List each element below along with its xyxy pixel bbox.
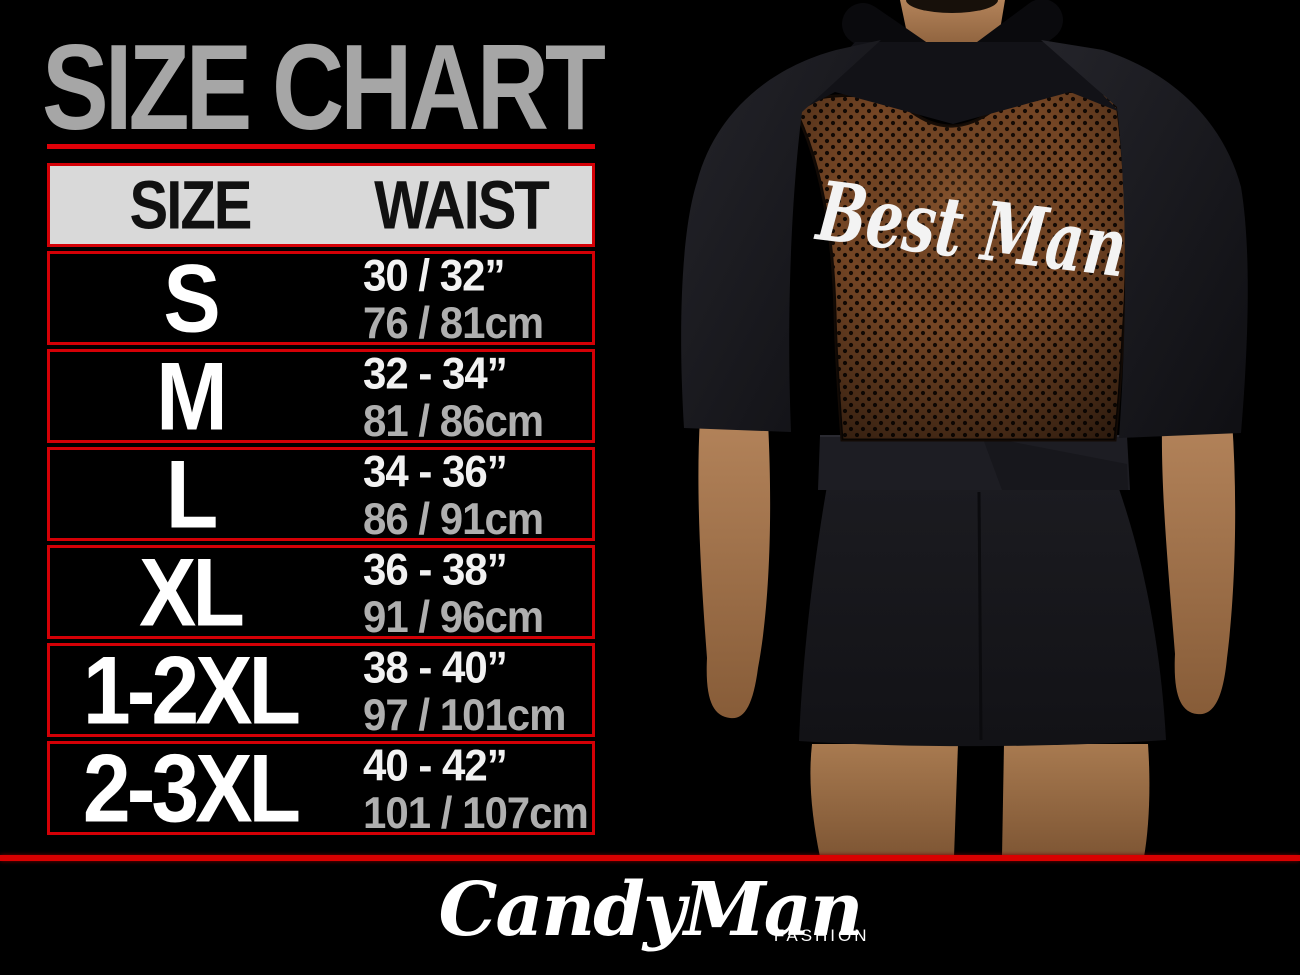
table-row: 2-3XL 40 - 42” 101 / 107cm [47, 735, 595, 843]
left-sleeve [681, 40, 881, 432]
shoulder-yoke [790, 42, 1120, 124]
size-value: 2-3XL [82, 735, 301, 843]
size-value: XL [139, 539, 245, 647]
column-header-size: SIZE [129, 166, 253, 244]
waist-inches: 38 - 40” [363, 642, 508, 693]
waist-centimeters: 91 / 96cm [363, 591, 544, 642]
waist-value: 40 - 42” 101 / 107cm [330, 742, 592, 837]
waist-inches: 30 / 32” [363, 250, 505, 301]
right-sleeve [1041, 40, 1248, 438]
right-thigh [1002, 744, 1150, 857]
model-illustration: Best Man [650, 0, 1300, 857]
belt-fold [982, 436, 1128, 490]
waist-inches: 36 - 38” [363, 544, 508, 595]
table-header-row: SIZE WAIST [47, 163, 595, 247]
table-row: 1-2XL 38 - 40” 97 / 101cm [47, 637, 595, 745]
size-value: L [165, 441, 219, 549]
size-value: S [163, 245, 220, 353]
table-row: M 32 - 34” 81 / 86cm [47, 343, 595, 451]
waist-centimeters: 81 / 86cm [363, 395, 544, 446]
waist-value: 30 / 32” 76 / 81cm [330, 252, 592, 347]
waist-value: 36 - 38” 91 / 96cm [330, 546, 592, 641]
brand-tagline: FASHION [773, 926, 870, 945]
right-forearm [1161, 420, 1236, 715]
size-value: 1-2XL [82, 637, 301, 745]
left-thigh [810, 744, 958, 857]
waist-centimeters: 76 / 81cm [363, 297, 544, 348]
mesh-shading [792, 91, 1127, 441]
waist-value: 38 - 40” 97 / 101cm [330, 644, 592, 739]
waist-inches: 34 - 36” [363, 446, 508, 497]
waist-centimeters: 97 / 101cm [363, 689, 567, 740]
size-value: M [156, 343, 228, 451]
waist-value: 32 - 34” 81 / 86cm [330, 350, 592, 445]
robe-skirt [799, 486, 1166, 747]
waist-inches: 32 - 34” [363, 348, 508, 399]
size-table: SIZE WAIST S 30 / 32” 76 / 81cm M 32 - 3… [47, 163, 595, 843]
waist-centimeters: 86 / 91cm [363, 493, 544, 544]
left-forearm [698, 418, 771, 719]
waist-centimeters: 101 / 107cm [363, 787, 589, 838]
skirt-seam [977, 491, 983, 741]
waist-inches: 40 - 42” [363, 740, 508, 791]
column-header-waist: WAIST [374, 166, 550, 244]
waist-value: 34 - 36” 86 / 91cm [330, 448, 592, 543]
table-row: S 30 / 32” 76 / 81cm [47, 245, 595, 353]
bottom-divider [0, 855, 1300, 861]
hairline [906, 0, 998, 13]
table-row: L 34 - 36” 86 / 91cm [47, 441, 595, 549]
table-row: XL 36 - 38” 91 / 96cm [47, 539, 595, 647]
brand-name: CandyMan [438, 867, 863, 953]
product-photo: Best Man [650, 0, 1300, 857]
title-divider [47, 144, 595, 149]
brand-logo: CandyMan FASHION [0, 868, 1300, 952]
page-title: SIZE CHART [42, 19, 606, 156]
